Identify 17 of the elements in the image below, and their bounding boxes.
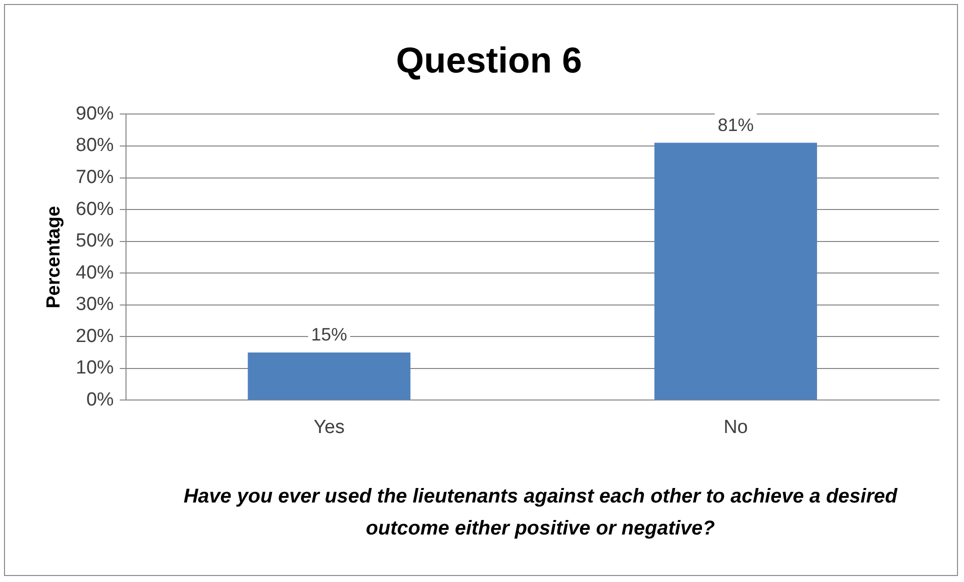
y-tick-label: 80% xyxy=(76,135,114,156)
x-tick-label: Yes xyxy=(314,416,345,438)
y-tick-label: 0% xyxy=(86,389,114,410)
data-label: 15% xyxy=(311,324,348,344)
y-tick-label: 10% xyxy=(76,358,114,379)
chart-title: Question 6 xyxy=(396,40,582,81)
y-tick-label: 60% xyxy=(76,198,114,220)
x-axis-title: Have you ever used the lieutenants against each other to achieve a desired outcome either positive or negative? xyxy=(184,486,898,540)
y-tick-label: 20% xyxy=(76,326,114,347)
y-tick-label: 30% xyxy=(76,294,114,316)
data-label: 81% xyxy=(718,114,754,135)
y-tick-label: 40% xyxy=(76,262,114,284)
y-tick-label: 90% xyxy=(76,103,114,124)
y-tick-label: 50% xyxy=(76,230,114,252)
y-axis-title: Percentage xyxy=(44,206,65,308)
x-tick-label: No xyxy=(724,416,748,438)
y-tick-label: 70% xyxy=(76,166,114,188)
